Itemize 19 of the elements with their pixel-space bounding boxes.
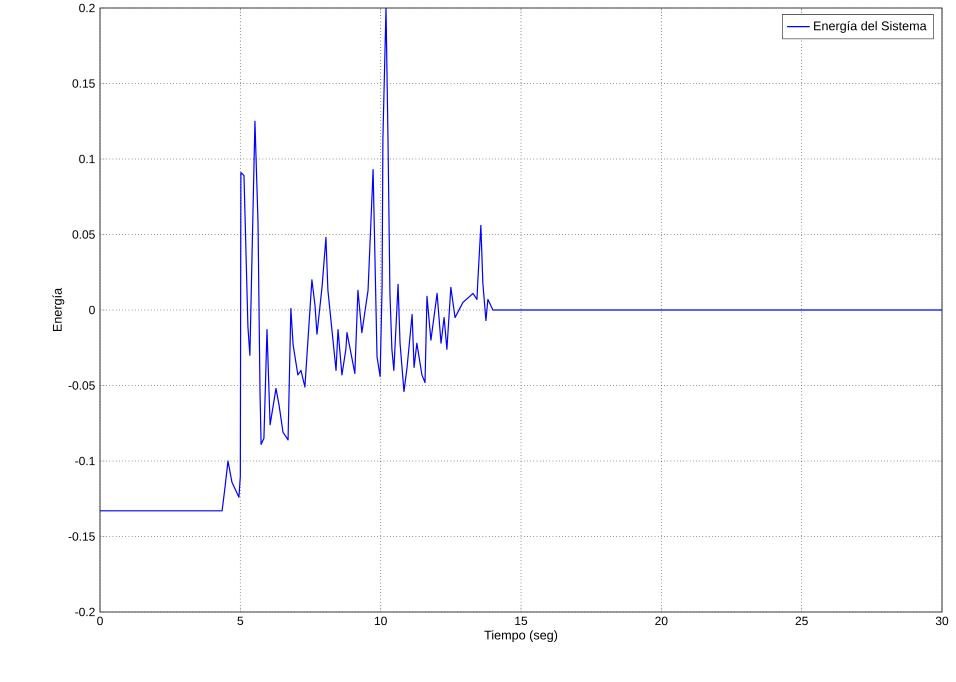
y-tick-label: 0.15 (72, 79, 95, 88)
x-tick-label: 25 (796, 616, 808, 626)
x-axis-title: Tiempo (seg) (484, 630, 558, 642)
x-tick-label: 0 (97, 616, 103, 626)
y-tick-label: 0 (89, 306, 95, 314)
y-tick-label: -0.1 (75, 456, 95, 466)
x-tick-label: 10 (374, 616, 387, 626)
x-tick-label: 5 (237, 616, 244, 626)
x-tick-label: 30 (936, 616, 948, 626)
y-axis-title: Energía (52, 288, 64, 332)
y-tick-label: 0.1 (79, 154, 95, 164)
y-tick-label: -0.15 (68, 532, 95, 541)
y-tick-label: -0.2 (75, 608, 95, 616)
x-tick-label: 15 (515, 616, 528, 626)
legend-label: Energía del Sistema (814, 20, 927, 33)
x-tick-label: 20 (655, 616, 668, 626)
y-tick-label: 0.2 (79, 4, 95, 12)
y-tick-label: -0.05 (68, 381, 95, 390)
y-tick-label: 0.05 (72, 230, 95, 239)
